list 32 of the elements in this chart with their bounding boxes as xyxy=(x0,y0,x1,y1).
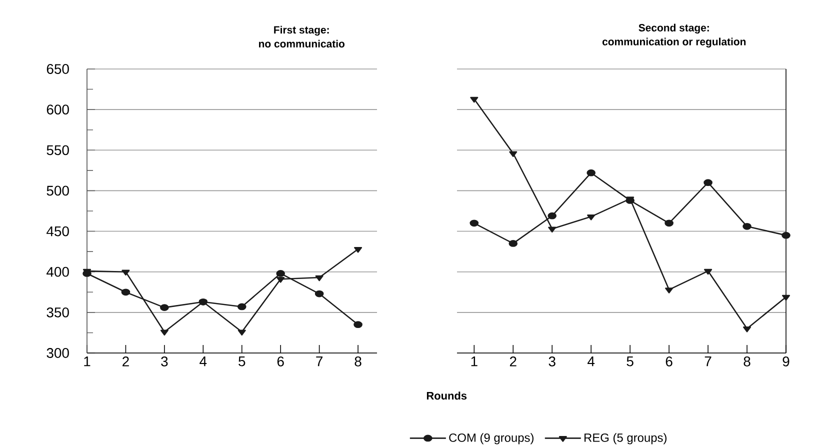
y-tick-label: 500 xyxy=(46,186,69,196)
y-tick-label: 600 xyxy=(46,104,69,115)
x-tick-label: 8 xyxy=(744,356,750,366)
x-tick-label: 3 xyxy=(548,356,556,366)
x-tick-label: 1 xyxy=(471,356,478,366)
y-tick-label: 550 xyxy=(46,145,69,156)
x-tick-label: 4 xyxy=(200,356,207,366)
x-tick-label: 7 xyxy=(704,356,712,366)
chart-title: First stage: xyxy=(274,26,329,36)
x-tick-label: 8 xyxy=(354,356,362,366)
x-tick-label: 6 xyxy=(666,356,672,366)
legend-label: REG (5 groups) xyxy=(584,433,666,444)
y-tick-label: 400 xyxy=(46,266,69,277)
y-tick-label: 450 xyxy=(46,226,69,236)
y-tick-label: 300 xyxy=(46,348,69,358)
x-tick-label: 3 xyxy=(161,356,168,366)
chart-title: Second stage: xyxy=(638,24,709,34)
x-tick-label: 6 xyxy=(277,356,284,366)
x-tick-label: 2 xyxy=(122,356,129,366)
legend-label: COM (9 groups) xyxy=(449,433,534,444)
x-tick-label: 5 xyxy=(238,356,246,366)
x-tick-label: 5 xyxy=(626,356,634,366)
chart-subtitle: communication or regulation xyxy=(602,38,746,48)
y-tick-label: 350 xyxy=(46,307,69,318)
x-tick-label: 9 xyxy=(782,356,790,366)
x-tick-label: 2 xyxy=(510,356,516,366)
x-tick-label: 7 xyxy=(316,356,322,366)
x-tick-label: 4 xyxy=(588,356,595,366)
chart-subtitle: no communicatio xyxy=(258,40,344,48)
x-tick-label: 1 xyxy=(84,356,90,366)
x-axis-title: Rounds xyxy=(426,392,467,400)
y-tick-label: 650 xyxy=(46,64,69,74)
